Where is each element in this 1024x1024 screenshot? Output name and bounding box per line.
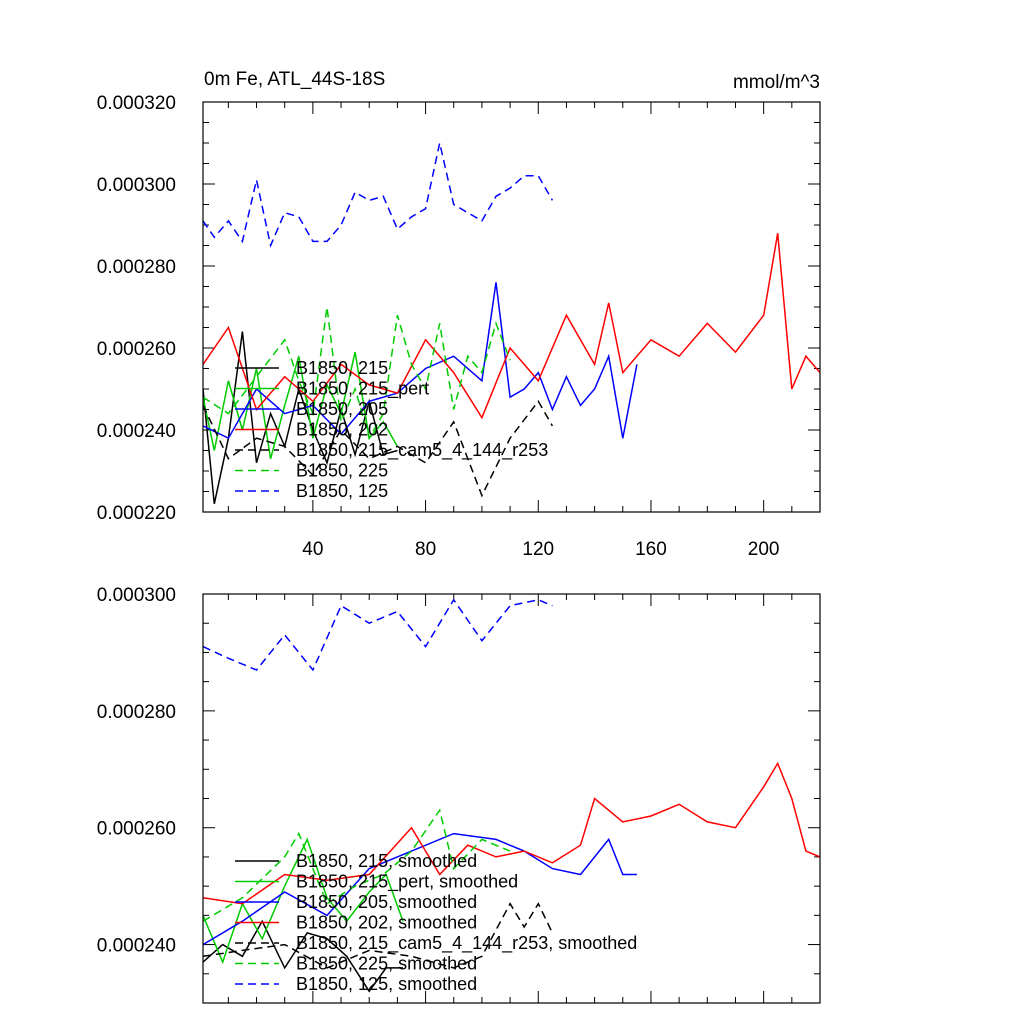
x-tick-label: 40 — [302, 539, 323, 560]
legend-entry: B1850, 205 — [296, 399, 388, 419]
legend-entry: B1850, 215_cam5_4_144_r253, smoothed — [296, 933, 637, 954]
legend-entry: B1850, 215_pert — [296, 379, 429, 400]
y-tick-label: 0.000280 — [97, 257, 176, 278]
legend-entry: B1850, 205, smoothed — [296, 892, 477, 912]
plot-frame — [202, 593, 821, 1004]
x-tick-label: 120 — [522, 539, 554, 560]
series-line-4 — [203, 233, 820, 420]
series-line-5 — [203, 902, 554, 969]
legend-entry: B1850, 215_pert, smoothed — [296, 872, 518, 893]
y-tick-label: 0.000240 — [97, 936, 176, 957]
x-tick-label: 160 — [635, 539, 667, 560]
y-tick-label: 0.000220 — [97, 503, 176, 524]
x-tick-label: 80 — [415, 539, 436, 560]
series-line-3 — [203, 832, 637, 946]
y-tick-label: 0.000300 — [97, 585, 176, 606]
series-line-2 — [203, 351, 399, 459]
chart-panel-2: 0.000240 0.000260 0.000280 0.000300 B1850, 2… — [97, 585, 821, 1004]
legend-entry: B1850, 215_cam5_4_144_r253 — [296, 440, 548, 461]
legend-entry: B1850, 225, smoothed — [296, 954, 477, 974]
series-line-7 — [203, 598, 553, 672]
legend-entry: B1850, 125, smoothed — [296, 974, 477, 994]
legend-entry: B1850, 215, smoothed — [296, 851, 477, 871]
series-line-7 — [203, 142, 554, 248]
series-line-1 — [203, 919, 403, 993]
legend-entry: B1850, 202 — [296, 420, 388, 440]
y-tick-label: 0.000300 — [97, 175, 176, 196]
y-tick-label: 0.000280 — [97, 702, 176, 723]
legend-entry: B1850, 225 — [296, 461, 388, 481]
y-tick-label: 0.000320 — [97, 93, 176, 114]
chart-panel-1: 0.000220 0.000240 0.000260 0.000280 0.000300… — [97, 69, 821, 560]
y-tick-label: 0.000260 — [97, 819, 176, 840]
x-tick-label: 200 — [748, 539, 780, 560]
legend-entry: B1850, 215 — [296, 358, 388, 378]
plot-frame — [202, 101, 821, 513]
series-line-3 — [203, 282, 638, 440]
y-tick-label: 0.000260 — [97, 339, 176, 360]
y-tick-label: 0.000240 — [97, 421, 176, 442]
units-label: mmol/m^3 — [733, 72, 820, 93]
series-line-6 — [203, 808, 511, 922]
legend-entry: B1850, 125 — [296, 481, 388, 501]
series-line-4 — [203, 761, 820, 905]
chart-title: 0m Fe, ATL_44S-18S — [204, 69, 385, 90]
legend-entry: B1850, 202, smoothed — [296, 913, 477, 933]
series-line-5 — [203, 399, 554, 498]
series-line-6 — [203, 306, 511, 441]
series-group — [203, 142, 820, 504]
